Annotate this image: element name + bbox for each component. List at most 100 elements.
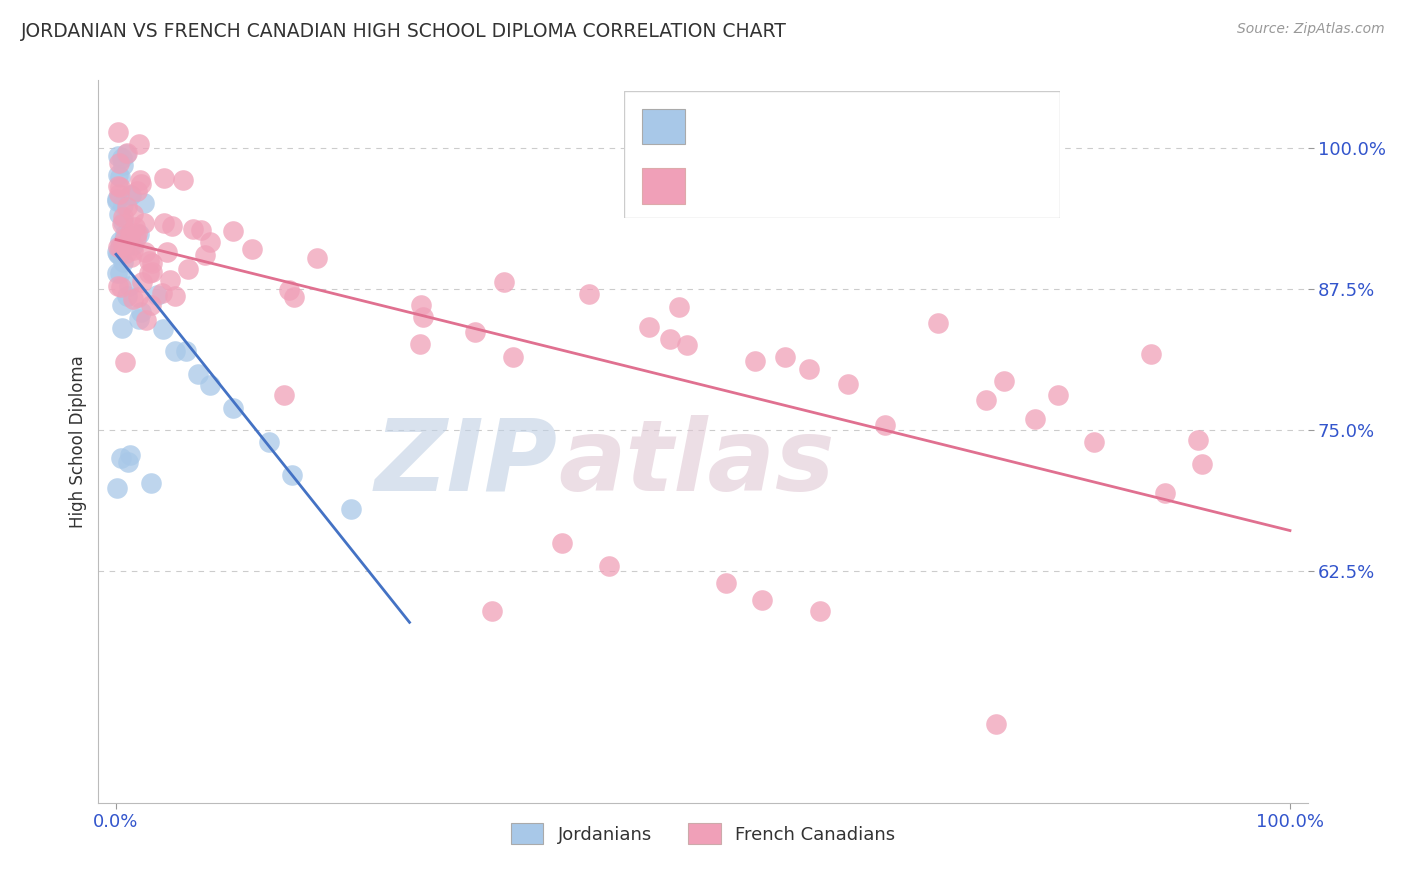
Point [108, 179, 131, 194]
Point [107, 187, 129, 202]
Point [187, 367, 209, 381]
Point [198, 378, 221, 392]
Point [658, 332, 681, 346]
Point [107, 169, 129, 183]
Text: Source: ZipAtlas.com: Source: ZipAtlas.com [1237, 22, 1385, 37]
Point [115, 289, 138, 303]
Point [153, 171, 176, 186]
Point [111, 158, 134, 172]
Point [716, 575, 738, 590]
Point [112, 210, 135, 224]
Point [107, 179, 129, 194]
Point [993, 375, 1015, 389]
Point [120, 187, 142, 202]
Point [129, 172, 152, 186]
Point [257, 434, 280, 449]
Point [156, 245, 179, 260]
Point [172, 173, 194, 187]
Point [974, 393, 997, 408]
Point [118, 187, 141, 202]
Text: JORDANIAN VS FRENCH CANADIAN HIGH SCHOOL DIPLOMA CORRELATION CHART: JORDANIAN VS FRENCH CANADIAN HIGH SCHOOL… [21, 22, 787, 41]
Point [277, 283, 299, 297]
Point [108, 234, 131, 248]
Text: ZIP: ZIP [375, 415, 558, 512]
Point [108, 240, 131, 254]
Point [481, 604, 503, 618]
Point [409, 298, 432, 312]
Point [305, 251, 328, 265]
Point [131, 275, 153, 289]
Point [502, 351, 524, 365]
Point [114, 227, 136, 241]
Y-axis label: High School Diploma: High School Diploma [69, 355, 87, 528]
Point [118, 230, 141, 244]
Point [107, 279, 129, 293]
Point [105, 194, 128, 208]
Legend: Jordanians, French Canadians: Jordanians, French Canadians [503, 816, 903, 852]
Point [127, 290, 149, 304]
Point [873, 417, 896, 432]
Point [152, 321, 174, 335]
Point [222, 401, 245, 415]
Point [668, 300, 690, 314]
Point [141, 256, 163, 270]
Point [115, 145, 138, 160]
Point [110, 217, 132, 231]
Point [165, 288, 187, 302]
Point [127, 227, 149, 241]
Point [141, 476, 163, 491]
Point [115, 245, 138, 260]
Point [150, 286, 173, 301]
Point [115, 147, 138, 161]
Point [598, 558, 620, 573]
Point [160, 219, 183, 234]
Point [409, 337, 432, 351]
Point [578, 287, 600, 301]
Point [107, 240, 129, 254]
Point [114, 230, 136, 244]
Point [134, 244, 156, 259]
Point [120, 448, 142, 462]
Point [134, 195, 156, 210]
Point [222, 224, 245, 238]
Point [159, 273, 181, 287]
Point [129, 177, 152, 191]
Text: atlas: atlas [558, 415, 834, 512]
Point [105, 481, 128, 495]
Point [110, 266, 132, 280]
Point [112, 198, 135, 212]
Point [114, 355, 136, 369]
Point [676, 338, 699, 352]
Point [1187, 433, 1209, 447]
Point [111, 321, 134, 335]
Point [127, 184, 149, 198]
Point [108, 247, 131, 261]
Point [120, 226, 142, 240]
Point [986, 716, 1008, 731]
Point [744, 353, 766, 368]
Point [273, 388, 295, 402]
Point [107, 156, 129, 170]
Point [1024, 411, 1046, 425]
Point [118, 279, 141, 293]
Point [751, 592, 773, 607]
Point [551, 536, 574, 550]
Point [128, 227, 150, 242]
Point [110, 279, 132, 293]
Point [117, 455, 139, 469]
Point [146, 287, 169, 301]
Point [340, 502, 363, 516]
Point [177, 261, 200, 276]
Point [128, 312, 150, 326]
Point [135, 313, 157, 327]
Point [1083, 435, 1105, 450]
Point [281, 468, 304, 483]
Point [111, 238, 134, 252]
Point [141, 298, 163, 312]
Point [138, 266, 160, 280]
Point [128, 137, 150, 152]
Point [283, 290, 305, 304]
Point [181, 222, 204, 236]
Point [105, 192, 128, 206]
Point [132, 216, 155, 230]
